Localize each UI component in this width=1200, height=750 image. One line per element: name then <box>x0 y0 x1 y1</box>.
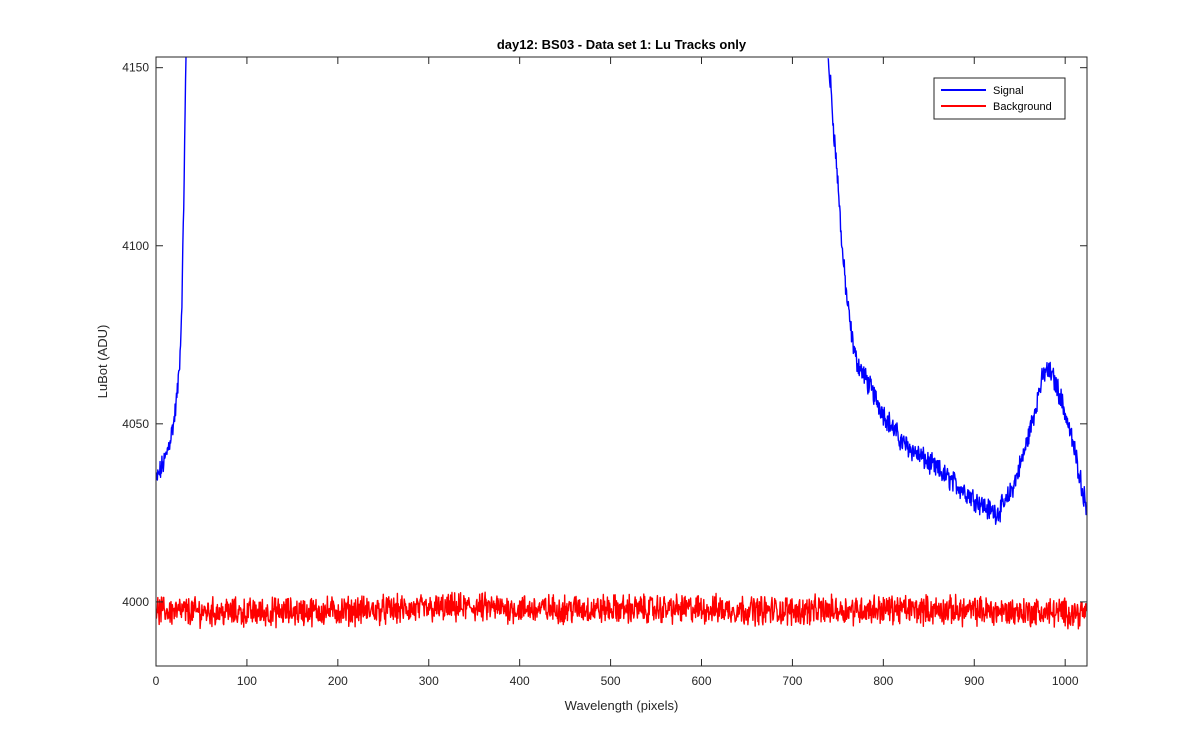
y-tick-label: 4150 <box>122 61 149 75</box>
legend-box <box>933 77 1066 120</box>
series-line-signal-segment-2 <box>827 57 1087 525</box>
series-layer <box>156 57 1087 630</box>
plot-area <box>156 57 1087 666</box>
series-line-signal-segment-1 <box>156 57 187 481</box>
tick-layer: 0 100 200 300 400 500 600 700 800 900 1000 4000 4050… <box>122 57 1087 688</box>
x-tick-label: 0 <box>153 674 160 688</box>
x-tick-label: 300 <box>419 674 439 688</box>
x-tick-label: 900 <box>964 674 984 688</box>
series-line-background-segment-1 <box>156 591 1087 630</box>
y-tick-label: 4050 <box>122 417 149 431</box>
x-tick-label: 700 <box>782 674 802 688</box>
x-tick-label: 600 <box>691 674 711 688</box>
chart-title: day12: BS03 - Data set 1: Lu Tracks only <box>497 37 747 52</box>
y-tick-label: 4100 <box>122 239 149 253</box>
legend-label-background: Background <box>993 101 1052 113</box>
y-tick-label: 4000 <box>122 595 149 609</box>
x-tick-label: 100 <box>237 674 257 688</box>
y-axis-label: LuBot (ADU) <box>95 325 110 399</box>
x-tick-label: 800 <box>873 674 893 688</box>
x-tick-label: 500 <box>601 674 621 688</box>
legend-label-signal: Signal <box>993 85 1024 97</box>
x-axis-label: Wavelength (pixels) <box>565 698 679 713</box>
x-tick-label: 1000 <box>1052 674 1079 688</box>
axes-box <box>155 56 1088 667</box>
x-tick-label: 400 <box>510 674 530 688</box>
legend: Signal Background <box>933 77 1066 120</box>
x-tick-label: 200 <box>328 674 348 688</box>
